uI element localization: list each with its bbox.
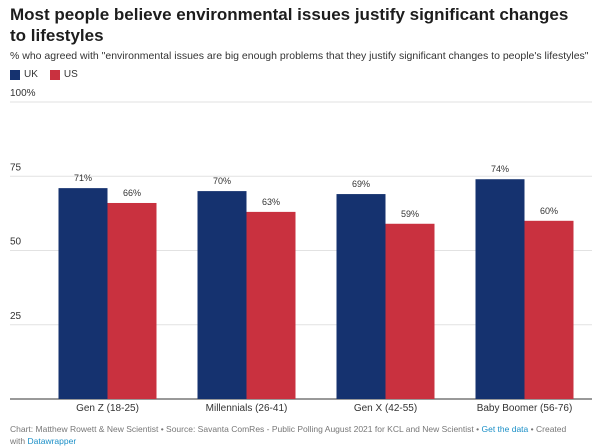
created-with: • Created with: [10, 424, 567, 446]
legend-item: US: [49, 69, 78, 80]
value-label: 70%: [213, 176, 231, 186]
value-label: 74%: [491, 164, 509, 174]
credit: Chart: Matthew Rowett & New Scientist • …: [10, 424, 480, 434]
legend-item: UK: [10, 69, 38, 80]
y-tick-label: 50: [10, 237, 22, 248]
y-tick-label: 100%: [10, 88, 36, 99]
bar: [524, 220, 574, 399]
footer: Chart: Matthew Rowett & New Scientist • …: [10, 423, 580, 447]
y-tick-label: 75: [10, 162, 22, 173]
bar: [475, 179, 525, 399]
value-label: 59%: [401, 209, 419, 219]
brand-link[interactable]: Datawrapper: [27, 436, 77, 446]
legend-swatch: [49, 69, 60, 80]
y-tick-label: 25: [10, 311, 22, 322]
x-tick-label: Gen Z (18-25): [76, 403, 139, 414]
bar: [58, 188, 108, 399]
chart-subtitle: % who agreed with "environmental issues …: [10, 50, 589, 62]
bar: [107, 202, 157, 399]
value-label: 63%: [262, 197, 280, 207]
x-tick-label: Millennials (26-41): [206, 403, 288, 414]
bar: [246, 211, 296, 399]
legend-label: UK: [24, 69, 38, 80]
legend-swatch: [10, 69, 20, 80]
legend-label: US: [63, 69, 78, 80]
value-label: 66%: [123, 188, 141, 198]
get-data-link[interactable]: Get the data: [481, 424, 529, 434]
legend: UK US: [10, 69, 78, 80]
x-tick-label: Baby Boomer (56-76): [477, 403, 573, 414]
value-label: 71%: [74, 173, 92, 183]
bar: [336, 194, 386, 399]
bar: [197, 191, 247, 399]
value-label: 60%: [540, 206, 558, 216]
value-label: 69%: [352, 179, 370, 189]
x-tick-label: Gen X (42-55): [354, 403, 417, 414]
bar: [385, 223, 435, 399]
chart-title: Most people believe environmental issues…: [10, 5, 569, 45]
